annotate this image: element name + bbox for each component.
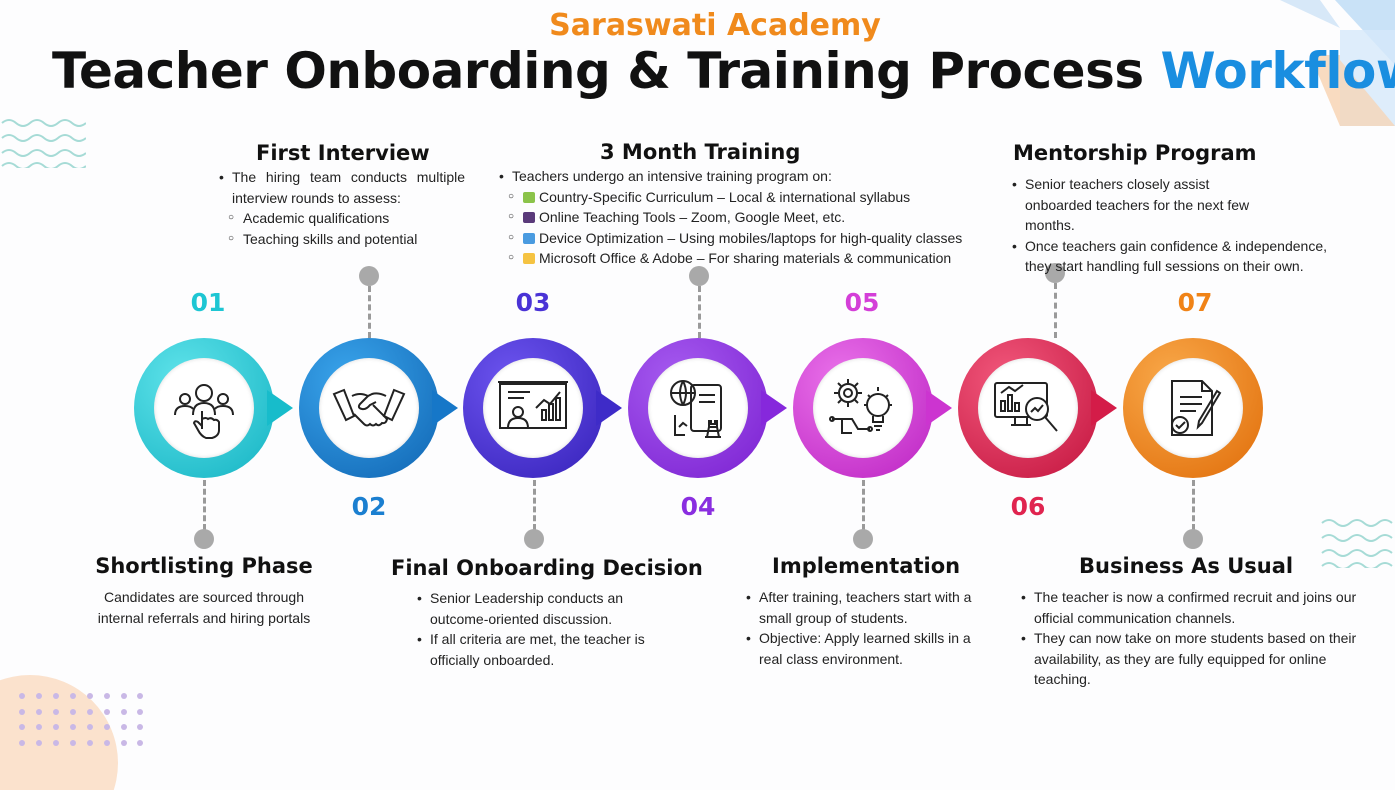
- step-number-04: 04: [680, 492, 716, 521]
- connector-02: [368, 286, 371, 338]
- sub-bullet-item: Country-Specific Curriculum – Local & in…: [499, 187, 1019, 208]
- step-node-05: [788, 333, 952, 483]
- arrow-right-icon: [926, 390, 952, 426]
- document-check-icon: [1143, 358, 1243, 458]
- step-block-07: Business As Usual The teacher is now a c…: [1021, 554, 1383, 690]
- step-node-06: [953, 333, 1117, 483]
- bullet-item: Senior Leadership conducts an outcome-or…: [417, 588, 661, 629]
- step-node-03: [458, 333, 622, 483]
- bullet-item: Teachers undergo an intensive training p…: [499, 166, 1019, 187]
- folder-icon: [523, 253, 535, 265]
- connector-03: [533, 480, 536, 530]
- step-number-01: 01: [190, 288, 226, 317]
- sub-bullet-item: Academic qualifications: [219, 208, 465, 229]
- step-node-02: [294, 333, 458, 483]
- connector-dot-07: [1183, 529, 1203, 549]
- connector-dot-01: [194, 529, 214, 549]
- step-block-01: Shortlisting Phase Candidates are source…: [88, 554, 320, 628]
- arrow-right-icon: [1091, 390, 1117, 426]
- bullet-item: They can now take on more students based…: [1021, 628, 1383, 690]
- bullet-item: Senior teachers closely assist onboarded…: [1012, 174, 1262, 236]
- strategy-chess-icon: [648, 358, 748, 458]
- step-number-03: 03: [515, 288, 551, 317]
- peach-circle-decoration: [0, 675, 118, 790]
- connector-07: [1192, 480, 1195, 530]
- person-touch-icon: [154, 358, 254, 458]
- connector-01: [203, 480, 206, 530]
- connector-dot-05: [853, 529, 873, 549]
- arrow-right-icon: [432, 390, 458, 426]
- gear-bulb-icon: [813, 358, 913, 458]
- page-title: Teacher Onboarding & Training Process Wo…: [52, 42, 1395, 100]
- handshake-icon: [319, 358, 419, 458]
- connector-05: [862, 480, 865, 530]
- org-name: Saraswati Academy: [549, 8, 881, 43]
- step-number-07: 07: [1177, 288, 1213, 317]
- connector-dot-02: [359, 266, 379, 286]
- sub-bullet-item: Microsoft Office & Adobe – For sharing m…: [499, 248, 1019, 269]
- sub-bullet-item: Online Teaching Tools – Zoom, Google Mee…: [499, 207, 1019, 228]
- step-title: Final Onboarding Decision: [391, 556, 703, 580]
- step-number-02: 02: [351, 492, 387, 521]
- sub-bullet-item: Device Optimization – Using mobiles/lapt…: [499, 228, 1019, 249]
- step-title: Mentorship Program: [1013, 141, 1257, 165]
- dot-grid-decoration: [19, 693, 143, 746]
- step-title: Shortlisting Phase: [95, 554, 313, 578]
- arrow-right-icon: [596, 390, 622, 426]
- step-title: Implementation: [772, 554, 961, 578]
- presentation-board-icon: [483, 358, 583, 458]
- step-block-02: First Interview The hiring team conducts…: [219, 141, 465, 249]
- connector-04: [698, 286, 701, 338]
- corner-triangles-decoration: [1280, 0, 1395, 126]
- step-node-07: [1118, 333, 1278, 483]
- arrow-right-icon: [761, 390, 787, 426]
- step-block-06: Mentorship Program Senior teachers close…: [1012, 141, 1357, 277]
- step-title: 3 Month Training: [600, 140, 801, 164]
- step-title: Business As Usual: [1079, 554, 1294, 578]
- connector-dot-04: [689, 266, 709, 286]
- analytics-monitor-icon: [978, 358, 1078, 458]
- step-number-06: 06: [1010, 492, 1046, 521]
- title-main: Teacher Onboarding & Training Process: [52, 42, 1161, 100]
- bullet-item: Objective: Apply learned skills in a rea…: [746, 628, 996, 669]
- camera-icon: [523, 212, 535, 224]
- step-description: Candidates are sourced through internal …: [97, 589, 311, 626]
- wave-decoration-right: [1321, 519, 1393, 568]
- step-block-04: 3 Month Training Teachers undergo an int…: [499, 140, 1019, 269]
- sub-bullet-item: Teaching skills and potential: [219, 229, 465, 250]
- arrow-right-icon: [267, 390, 293, 426]
- connector-dot-03: [524, 529, 544, 549]
- title-highlight: Workflow: [1160, 42, 1395, 100]
- connector-06: [1054, 283, 1057, 338]
- step-node-04: [623, 333, 787, 483]
- bullet-item: After training, teachers start with a sm…: [746, 587, 996, 628]
- bullet-item: If all criteria are met, the teacher is …: [417, 629, 661, 670]
- step-number-05: 05: [844, 288, 880, 317]
- bullet-item: The hiring team conducts multiple interv…: [219, 167, 465, 208]
- step-title: First Interview: [256, 141, 430, 165]
- wave-decoration-left: [1, 119, 86, 168]
- bullet-item: Once teachers gain confidence & independ…: [1012, 236, 1347, 277]
- step-node-01: [129, 333, 293, 483]
- laptop-icon: [523, 232, 535, 244]
- step-block-05: Implementation After training, teachers …: [746, 554, 996, 669]
- books-icon: [523, 191, 535, 203]
- step-block-03: Final Onboarding Decision Senior Leaders…: [391, 556, 703, 670]
- bullet-item: The teacher is now a confirmed recruit a…: [1021, 587, 1383, 628]
